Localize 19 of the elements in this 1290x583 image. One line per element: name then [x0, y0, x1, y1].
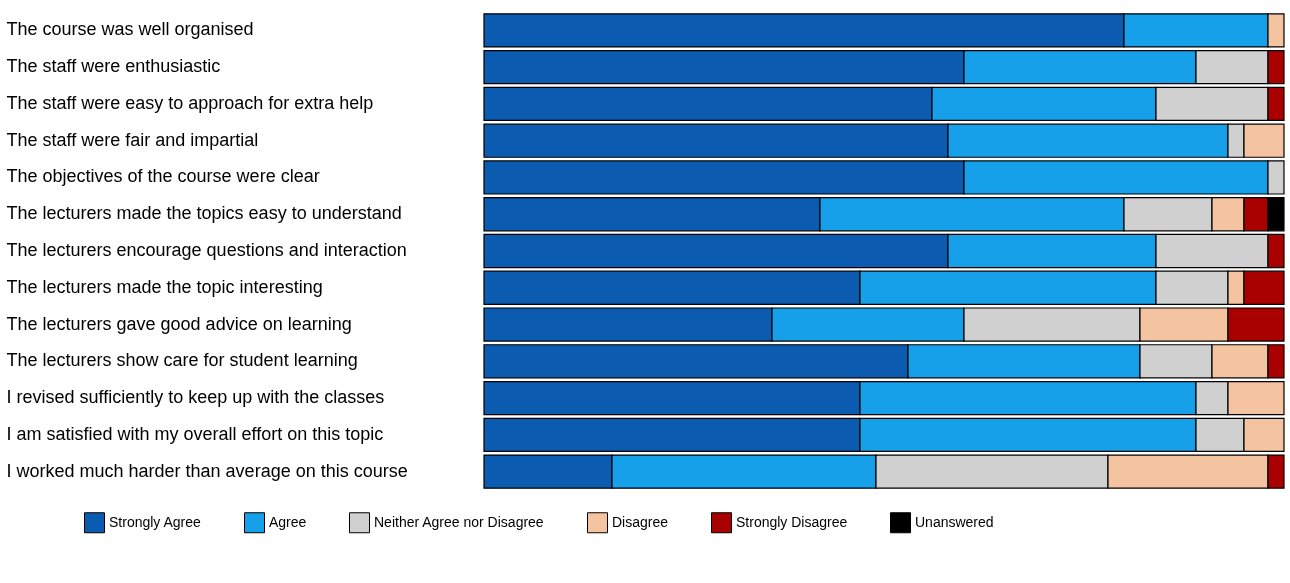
- y-tick-label: The lecturers gave good advice on learning: [6, 313, 352, 334]
- y-tick-label: The lecturers made the topics easy to understand: [6, 203, 402, 224]
- y-tick-label: The staff were easy to approach for extra help: [6, 92, 374, 113]
- y-tick-label: I am satisfied with my overall effort on this topic: [6, 423, 384, 444]
- y-tick-label: The course was well organised: [6, 19, 254, 40]
- legend-label: Strongly Agree: [109, 513, 202, 530]
- y-tick-label: The lecturers encourage questions and interaction: [6, 240, 407, 260]
- y-tick-label: The staff were enthusiastic: [6, 56, 221, 77]
- y-tick-label: I worked much harder than average on this course: [6, 460, 408, 481]
- y-tick-label: The objectives of the course were clear: [6, 166, 320, 187]
- legend-label: Agree: [269, 513, 307, 530]
- y-tick-label: The lecturers made the topic interesting: [6, 276, 323, 297]
- legend-label: Neither Agree nor Disagree: [374, 513, 544, 530]
- legend-label: Disagree: [612, 513, 669, 530]
- y-tick-label: I revised sufficiently to keep up with the classes: [6, 387, 385, 408]
- legend-label: Unanswered: [915, 513, 994, 530]
- y-tick-label: The lecturers show care for student learning: [6, 350, 358, 371]
- y-tick-label: The staff were fair and impartial: [6, 129, 259, 150]
- legend-label: Strongly Disagree: [736, 513, 848, 530]
